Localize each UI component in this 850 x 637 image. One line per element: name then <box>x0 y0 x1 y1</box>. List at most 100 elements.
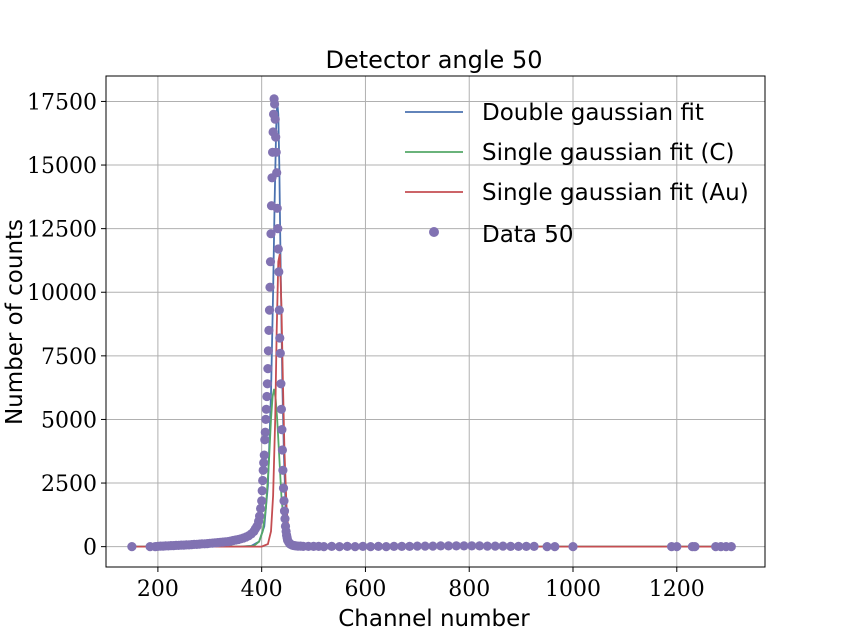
data-point <box>498 541 508 551</box>
data-point <box>467 541 477 551</box>
data-point <box>428 541 438 551</box>
data-point <box>275 333 285 343</box>
data-point <box>278 465 288 475</box>
y-tick-label: 15000 <box>27 154 97 179</box>
data-point <box>358 541 368 552</box>
data-point <box>262 391 272 402</box>
plot-frame <box>105 75 766 568</box>
data-point <box>327 541 337 552</box>
data-point <box>257 496 267 506</box>
data-point <box>542 542 552 552</box>
data-point <box>259 458 269 468</box>
data-point <box>262 379 272 389</box>
data-point <box>443 541 454 551</box>
legend-label-single-gaussian-au: Single gaussian fit (Au) <box>482 180 749 206</box>
data-point <box>420 541 430 551</box>
chart-title: Detector angle 50 <box>326 46 543 74</box>
data-point <box>342 541 352 552</box>
y-tick-label: 12500 <box>27 218 97 243</box>
legend-marker-data <box>429 227 439 237</box>
data-point <box>127 542 137 552</box>
series-layer <box>127 94 736 552</box>
data-point <box>373 541 383 552</box>
x-axis-label: Channel number <box>338 606 530 632</box>
tick-marks <box>101 100 678 572</box>
data-point <box>276 404 286 414</box>
y-tick-labels: 0 2500 5000 7500 10000 12500 15000 17500 <box>27 90 97 560</box>
legend-label-single-gaussian-c: Single gaussian fit (C) <box>482 140 734 166</box>
data-point <box>264 305 275 315</box>
data-point <box>459 541 469 551</box>
data-point <box>266 229 276 239</box>
data-point <box>257 486 267 496</box>
data-point <box>279 496 289 506</box>
data-point <box>261 414 271 424</box>
data-point <box>397 541 407 552</box>
x-tick-label: 1200 <box>649 577 705 602</box>
data-point <box>475 541 485 551</box>
data-point <box>277 425 287 435</box>
data-point <box>350 542 360 552</box>
legend-label-data: Data 50 <box>482 222 574 248</box>
x-tick-labels: 200 400 600 800 1000 1200 <box>137 577 705 602</box>
data-point <box>381 542 391 552</box>
data-point <box>389 541 399 552</box>
data-point <box>261 404 271 414</box>
data-point <box>672 542 682 552</box>
y-tick-label: 10000 <box>27 281 97 306</box>
data-point <box>513 541 524 552</box>
data-point <box>273 224 283 234</box>
legend: Double gaussian fit Single gaussian fit … <box>405 100 749 248</box>
data-point <box>260 435 270 445</box>
data-point <box>270 99 280 109</box>
data-point <box>436 541 446 551</box>
x-tick-label: 200 <box>137 577 179 602</box>
data-point <box>263 346 273 356</box>
data-point <box>275 348 285 358</box>
data-point <box>274 267 284 277</box>
legend-label-double-gaussian: Double gaussian fit <box>482 100 704 126</box>
data-point <box>256 503 266 514</box>
data-point <box>265 257 276 267</box>
x-tick-label: 800 <box>448 577 490 602</box>
data-point <box>490 541 500 551</box>
data-point <box>265 282 275 292</box>
data-point <box>334 542 345 552</box>
data-point <box>255 511 265 521</box>
data-point <box>568 542 578 552</box>
data-point <box>726 542 736 552</box>
data-point <box>263 364 273 374</box>
data-point <box>521 541 531 552</box>
data-point <box>272 203 282 213</box>
data-point <box>271 147 281 157</box>
data-point <box>258 465 268 475</box>
y-tick-label: 17500 <box>27 90 97 115</box>
data-point <box>260 427 270 437</box>
data-point <box>405 541 415 552</box>
data-point <box>270 114 280 124</box>
data-point <box>264 325 274 335</box>
data-point <box>482 541 492 551</box>
y-axis-label: Number of counts <box>2 219 28 425</box>
x-tick-label: 1000 <box>545 577 601 602</box>
data-point <box>272 168 282 178</box>
y-tick-label: 0 <box>83 536 97 561</box>
data-point <box>550 542 560 552</box>
x-tick-label: 400 <box>241 577 283 602</box>
data-point <box>451 541 461 551</box>
data-point <box>366 542 376 552</box>
data-point <box>690 542 700 552</box>
y-tick-label: 2500 <box>41 472 97 497</box>
data-point <box>506 541 516 552</box>
plot-area <box>106 76 765 567</box>
data-point <box>529 541 539 552</box>
x-tick-label: 600 <box>344 577 386 602</box>
data-point <box>259 450 269 460</box>
y-tick-label: 7500 <box>41 345 97 370</box>
data-point <box>274 305 284 315</box>
data-point <box>271 132 281 142</box>
data-point <box>277 445 287 455</box>
y-tick-label: 5000 <box>41 408 97 433</box>
data-point <box>279 506 290 516</box>
